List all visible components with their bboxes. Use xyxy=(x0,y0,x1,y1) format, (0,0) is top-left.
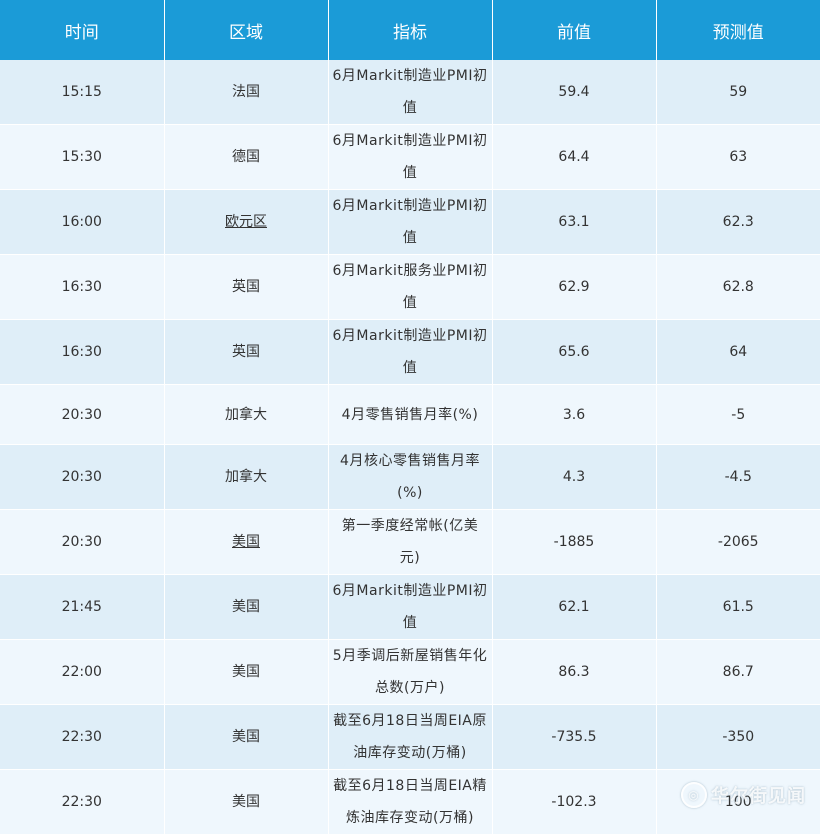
time-cell: 20:30 xyxy=(0,509,165,575)
table-row: 16:00 欧元区 6月Markit制造业PMI初值 63.1 62.3 xyxy=(0,189,820,255)
previous-cell: 4.3 xyxy=(492,444,657,510)
forecast-cell: -5 xyxy=(656,384,820,445)
header-row: 时间 区域 指标 前值 预测值 xyxy=(0,0,820,60)
indicator-cell: 截至6月18日当周EIA精炼油库存变动(万桶) xyxy=(328,769,493,835)
watermark: ◎ 华尔街见闻 xyxy=(681,782,806,808)
table-row: 22:30 美国 截至6月18日当周EIA原油库存变动(万桶) -735.5 -… xyxy=(0,704,820,770)
previous-cell: -735.5 xyxy=(492,704,657,770)
forecast-cell: 86.7 xyxy=(656,639,820,705)
previous-cell: 62.1 xyxy=(492,574,657,640)
time-cell: 15:30 xyxy=(0,124,165,190)
region-link[interactable]: 欧元区 xyxy=(225,214,267,230)
region-cell: 英国 xyxy=(164,319,329,385)
previous-cell: 65.6 xyxy=(492,319,657,385)
table-row: 21:45 美国 6月Markit制造业PMI初值 62.1 61.5 xyxy=(0,574,820,640)
time-cell: 16:30 xyxy=(0,254,165,320)
region-cell: 美国 xyxy=(164,769,329,835)
header-previous: 前值 xyxy=(492,0,657,60)
indicator-cell: 截至6月18日当周EIA原油库存变动(万桶) xyxy=(328,704,493,770)
forecast-cell: 63 xyxy=(656,124,820,190)
time-cell: 22:30 xyxy=(0,704,165,770)
table-row: 20:30 加拿大 4月零售销售月率(%) 3.6 -5 xyxy=(0,384,820,445)
indicator-cell: 第一季度经常帐(亿美元) xyxy=(328,509,493,575)
forecast-cell: 62.3 xyxy=(656,189,820,255)
region-cell: 美国 xyxy=(164,639,329,705)
table-row: 20:30 美国 第一季度经常帐(亿美元) -1885 -2065 xyxy=(0,509,820,575)
region-cell: 法国 xyxy=(164,60,329,125)
time-cell: 16:00 xyxy=(0,189,165,255)
forecast-cell: 62.8 xyxy=(656,254,820,320)
indicator-cell: 6月Markit制造业PMI初值 xyxy=(328,60,493,125)
region-cell: 美国 xyxy=(164,574,329,640)
table-row: 15:15 法国 6月Markit制造业PMI初值 59.4 59 xyxy=(0,60,820,125)
forecast-cell: 64 xyxy=(656,319,820,385)
forecast-cell: 59 xyxy=(656,60,820,125)
indicator-cell: 6月Markit制造业PMI初值 xyxy=(328,574,493,640)
region-cell: 美国 xyxy=(164,704,329,770)
header-forecast: 预测值 xyxy=(656,0,820,60)
indicator-cell: 4月零售销售月率(%) xyxy=(328,384,493,445)
forecast-cell: -2065 xyxy=(656,509,820,575)
header-region: 区域 xyxy=(164,0,329,60)
table-row: 20:30 加拿大 4月核心零售销售月率(%) 4.3 -4.5 xyxy=(0,444,820,510)
region-cell: 美国 xyxy=(164,509,329,575)
table-row: 15:30 德国 6月Markit制造业PMI初值 64.4 63 xyxy=(0,124,820,190)
previous-cell: 63.1 xyxy=(492,189,657,255)
previous-cell: 59.4 xyxy=(492,60,657,125)
previous-cell: 64.4 xyxy=(492,124,657,190)
region-cell: 德国 xyxy=(164,124,329,190)
time-cell: 16:30 xyxy=(0,319,165,385)
region-cell: 欧元区 xyxy=(164,189,329,255)
time-cell: 22:30 xyxy=(0,769,165,835)
indicator-cell: 6月Markit制造业PMI初值 xyxy=(328,319,493,385)
table-row: 22:00 美国 5月季调后新屋销售年化总数(万户) 86.3 86.7 xyxy=(0,639,820,705)
indicator-cell: 6月Markit制造业PMI初值 xyxy=(328,189,493,255)
previous-cell: 86.3 xyxy=(492,639,657,705)
time-cell: 15:15 xyxy=(0,60,165,125)
forecast-cell: -350 xyxy=(656,704,820,770)
region-cell: 加拿大 xyxy=(164,384,329,445)
header-indicator: 指标 xyxy=(328,0,493,60)
previous-cell: 62.9 xyxy=(492,254,657,320)
header-time: 时间 xyxy=(0,0,165,60)
time-cell: 21:45 xyxy=(0,574,165,640)
forecast-cell: -4.5 xyxy=(656,444,820,510)
time-cell: 20:30 xyxy=(0,444,165,510)
table-row: 16:30 英国 6月Markit服务业PMI初值 62.9 62.8 xyxy=(0,254,820,320)
region-link[interactable]: 美国 xyxy=(232,534,260,550)
indicator-cell: 5月季调后新屋销售年化总数(万户) xyxy=(328,639,493,705)
region-cell: 英国 xyxy=(164,254,329,320)
indicator-cell: 6月Markit制造业PMI初值 xyxy=(328,124,493,190)
indicator-cell: 4月核心零售销售月率(%) xyxy=(328,444,493,510)
previous-cell: -1885 xyxy=(492,509,657,575)
watermark-logo-icon: ◎ xyxy=(681,782,707,808)
region-cell: 加拿大 xyxy=(164,444,329,510)
watermark-text: 华尔街见闻 xyxy=(711,786,806,807)
previous-cell: -102.3 xyxy=(492,769,657,835)
previous-cell: 3.6 xyxy=(492,384,657,445)
forecast-cell: 61.5 xyxy=(656,574,820,640)
time-cell: 20:30 xyxy=(0,384,165,445)
time-cell: 22:00 xyxy=(0,639,165,705)
indicator-cell: 6月Markit服务业PMI初值 xyxy=(328,254,493,320)
table-row: 16:30 英国 6月Markit制造业PMI初值 65.6 64 xyxy=(0,319,820,385)
